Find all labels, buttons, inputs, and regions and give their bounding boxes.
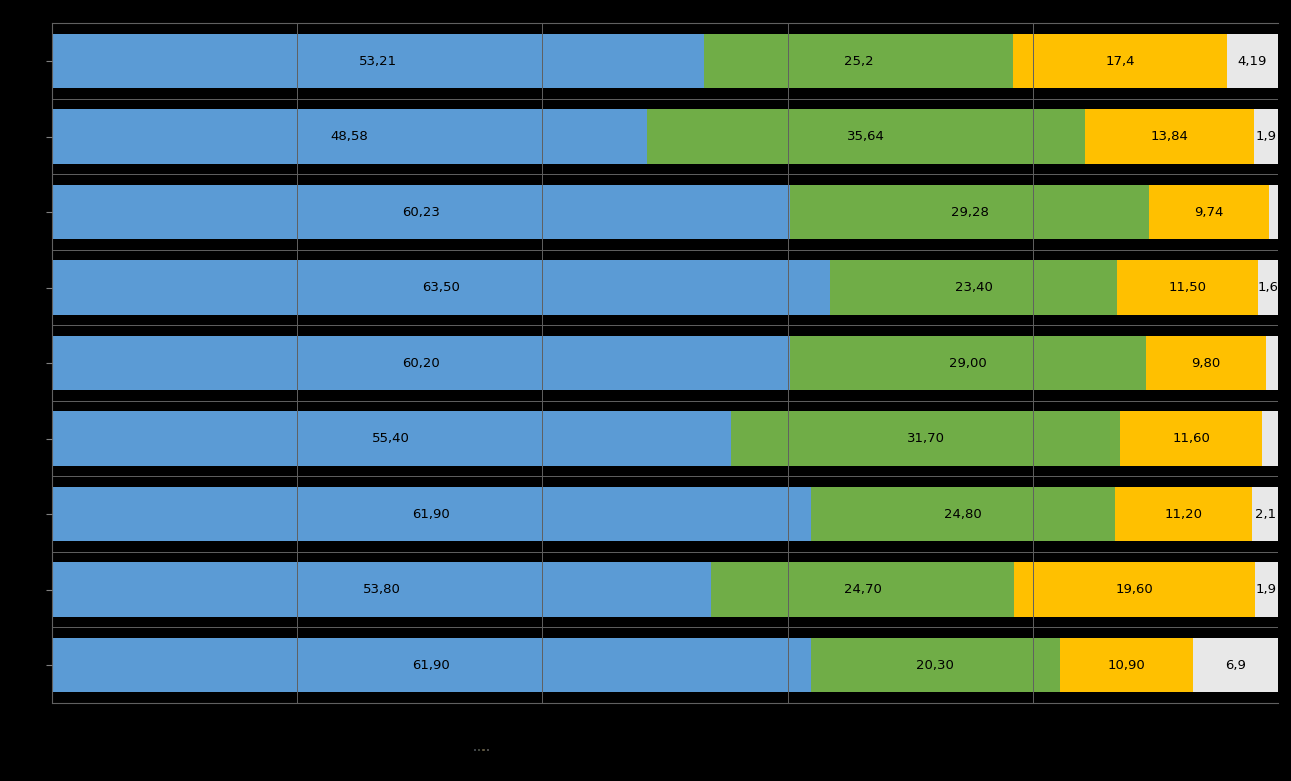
Text: 35,64: 35,64 bbox=[847, 130, 884, 143]
Bar bbox=[52, 412, 731, 465]
Text: 60,20: 60,20 bbox=[402, 357, 440, 369]
Bar bbox=[790, 336, 1145, 390]
Bar bbox=[52, 34, 704, 88]
Text: 6,9: 6,9 bbox=[1225, 658, 1246, 672]
Bar bbox=[1118, 261, 1259, 315]
Bar bbox=[1265, 336, 1278, 390]
Text: 55,40: 55,40 bbox=[372, 432, 411, 445]
Bar bbox=[1255, 562, 1278, 617]
Text: 29,28: 29,28 bbox=[951, 205, 989, 219]
Text: 17,4: 17,4 bbox=[1105, 55, 1135, 68]
Text: 9,74: 9,74 bbox=[1194, 205, 1224, 219]
Text: 25,2: 25,2 bbox=[844, 55, 874, 68]
Text: 10,90: 10,90 bbox=[1108, 658, 1145, 672]
Text: 24,80: 24,80 bbox=[944, 508, 981, 521]
Text: 53,21: 53,21 bbox=[359, 55, 398, 68]
Text: 29,00: 29,00 bbox=[949, 357, 986, 369]
Bar bbox=[1145, 336, 1265, 390]
Bar bbox=[1226, 34, 1278, 88]
Bar bbox=[1259, 261, 1278, 315]
Bar bbox=[1193, 638, 1278, 692]
Bar bbox=[52, 336, 790, 390]
Bar bbox=[704, 34, 1013, 88]
Bar bbox=[52, 487, 811, 541]
Bar bbox=[811, 487, 1115, 541]
Bar bbox=[811, 638, 1060, 692]
Text: 19,60: 19,60 bbox=[1115, 583, 1153, 596]
Bar bbox=[830, 261, 1118, 315]
Bar bbox=[1060, 638, 1193, 692]
Text: 13,84: 13,84 bbox=[1150, 130, 1188, 143]
Text: 63,50: 63,50 bbox=[422, 281, 460, 294]
Text: 61,90: 61,90 bbox=[412, 658, 451, 672]
Text: 48,58: 48,58 bbox=[330, 130, 368, 143]
Bar bbox=[731, 412, 1119, 465]
Bar bbox=[790, 185, 1149, 239]
Text: 53,80: 53,80 bbox=[363, 583, 400, 596]
Bar bbox=[1255, 109, 1278, 164]
Bar bbox=[1119, 412, 1263, 465]
Bar bbox=[1252, 487, 1278, 541]
Bar bbox=[1015, 562, 1255, 617]
Text: 4,19: 4,19 bbox=[1238, 55, 1266, 68]
Text: 2,1: 2,1 bbox=[1255, 508, 1276, 521]
Text: 24,70: 24,70 bbox=[844, 583, 882, 596]
Text: 23,40: 23,40 bbox=[955, 281, 993, 294]
Bar bbox=[1269, 185, 1278, 239]
Bar bbox=[648, 109, 1084, 164]
Bar bbox=[1013, 34, 1226, 88]
Text: 9,80: 9,80 bbox=[1192, 357, 1220, 369]
Text: 1,6: 1,6 bbox=[1257, 281, 1279, 294]
Text: 20,30: 20,30 bbox=[917, 658, 954, 672]
Text: 1,9: 1,9 bbox=[1256, 130, 1277, 143]
Bar bbox=[1084, 109, 1255, 164]
Text: 11,60: 11,60 bbox=[1172, 432, 1210, 445]
Bar bbox=[52, 185, 790, 239]
Bar bbox=[52, 261, 830, 315]
Bar bbox=[52, 638, 811, 692]
Bar bbox=[1149, 185, 1269, 239]
Bar bbox=[711, 562, 1015, 617]
Text: 11,20: 11,20 bbox=[1164, 508, 1203, 521]
Text: 11,50: 11,50 bbox=[1168, 281, 1207, 294]
Bar bbox=[1263, 412, 1278, 465]
Bar bbox=[52, 109, 648, 164]
Legend: , , , : , , , bbox=[474, 748, 488, 750]
Bar bbox=[1115, 487, 1252, 541]
Text: 1,9: 1,9 bbox=[1256, 583, 1277, 596]
Text: 61,90: 61,90 bbox=[412, 508, 451, 521]
Text: 31,70: 31,70 bbox=[906, 432, 945, 445]
Text: 60,23: 60,23 bbox=[402, 205, 440, 219]
Bar bbox=[52, 562, 711, 617]
